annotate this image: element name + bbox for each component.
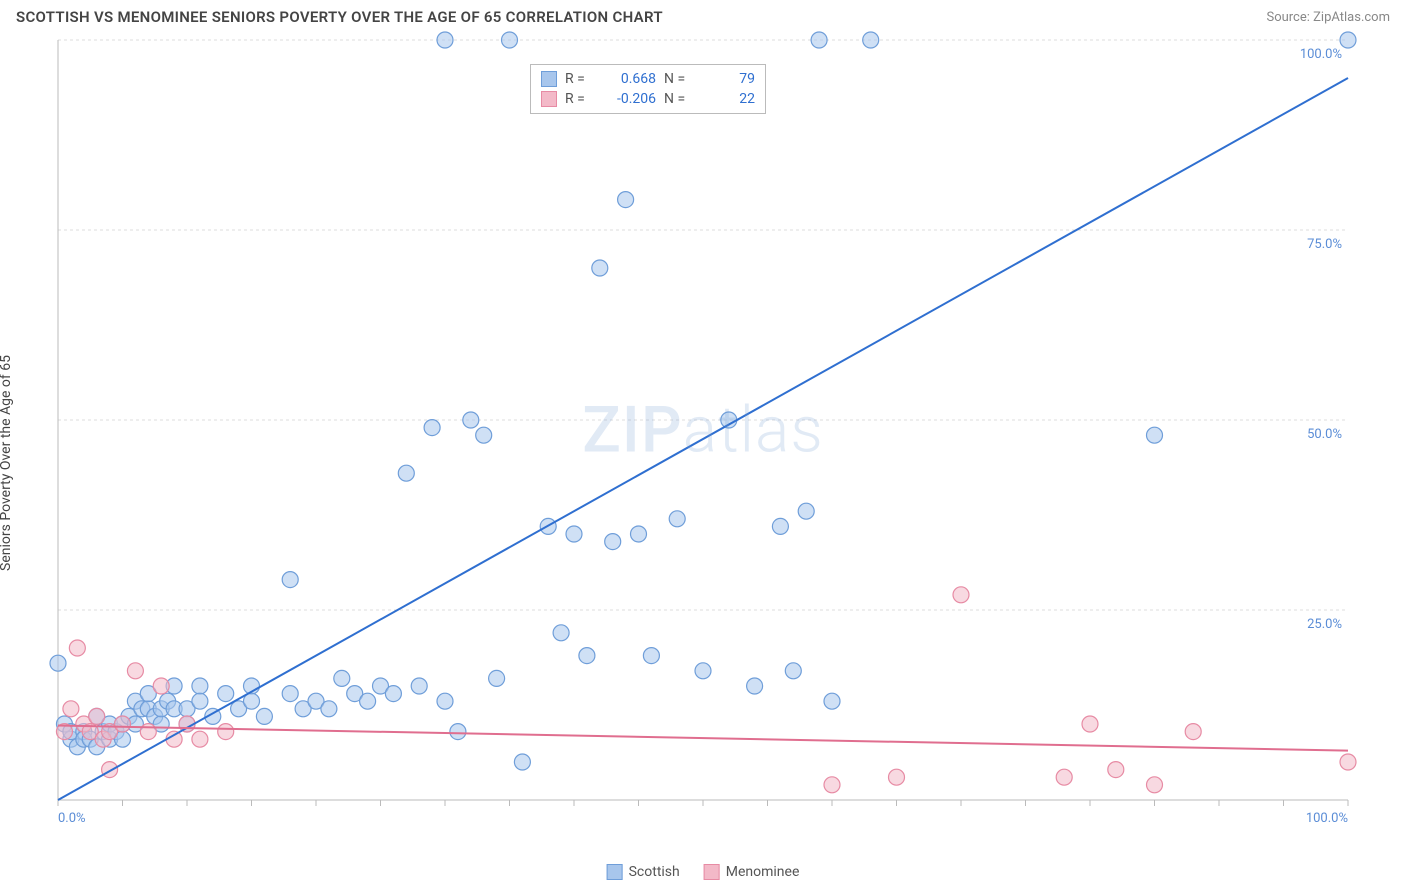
n-label: N = — [664, 71, 692, 87]
scatter-point — [140, 724, 156, 740]
scatter-point — [502, 32, 518, 48]
bottom-legend: Scottish Menominee — [607, 864, 800, 880]
scatter-point — [631, 526, 647, 542]
legend-swatch — [541, 71, 557, 87]
chart-title: SCOTTISH VS MENOMINEE SENIORS POVERTY OV… — [16, 8, 663, 26]
scatter-point — [1147, 427, 1163, 443]
n-value: 22 — [700, 91, 755, 107]
legend-swatch — [541, 91, 557, 107]
r-label: R = — [565, 71, 593, 87]
stats-row: R = 0.668 N = 79 — [541, 69, 755, 89]
scatter-point — [153, 678, 169, 694]
r-value: -0.206 — [601, 91, 656, 107]
scatter-point — [643, 648, 659, 664]
scatter-point — [69, 640, 85, 656]
chart-header: SCOTTISH VS MENOMINEE SENIORS POVERTY OV… — [0, 0, 1406, 30]
scatter-point — [811, 32, 827, 48]
svg-text:100.0%: 100.0% — [1300, 47, 1342, 62]
scatter-point — [1340, 32, 1356, 48]
scatter-point — [256, 708, 272, 724]
stats-row: R = -0.206 N = 22 — [541, 89, 755, 109]
scatter-point — [1340, 754, 1356, 770]
scatter-point — [592, 260, 608, 276]
legend-item: Menominee — [704, 864, 800, 880]
svg-text:75.0%: 75.0% — [1307, 237, 1342, 252]
n-value: 79 — [700, 71, 755, 87]
scatter-point — [1082, 716, 1098, 732]
scatter-point — [824, 693, 840, 709]
svg-text:25.0%: 25.0% — [1307, 617, 1342, 632]
chart-area: Seniors Poverty Over the Age of 65 25.0%… — [0, 30, 1406, 880]
scatter-point — [437, 693, 453, 709]
n-label: N = — [664, 91, 692, 107]
scatter-point — [411, 678, 427, 694]
scatter-point — [824, 777, 840, 793]
source-attribution: Source: ZipAtlas.com — [1266, 10, 1390, 25]
scatter-point — [424, 420, 440, 436]
scatter-point — [450, 724, 466, 740]
scatter-point — [282, 686, 298, 702]
scatter-point — [127, 663, 143, 679]
scatter-point — [192, 693, 208, 709]
legend-swatch — [607, 864, 623, 880]
svg-text:50.0%: 50.0% — [1307, 427, 1342, 442]
svg-text:100.0%: 100.0% — [1306, 811, 1348, 826]
scatter-point — [89, 708, 105, 724]
scatter-plot: 25.0% 50.0% 75.0% 100.0% 0.0% 100.0% — [48, 30, 1398, 850]
scatter-point — [489, 670, 505, 686]
legend-item: Scottish — [607, 864, 680, 880]
scatter-point — [785, 663, 801, 679]
scatter-point — [798, 503, 814, 519]
scatter-point — [192, 678, 208, 694]
scatter-point — [360, 693, 376, 709]
scatter-point — [398, 465, 414, 481]
scatter-point — [437, 32, 453, 48]
scatter-point — [1147, 777, 1163, 793]
scatter-point — [579, 648, 595, 664]
scatter-point — [863, 32, 879, 48]
scatter-point — [192, 731, 208, 747]
svg-text:0.0%: 0.0% — [58, 811, 86, 826]
scatter-point — [605, 534, 621, 550]
legend-swatch — [704, 864, 720, 880]
scatter-point — [566, 526, 582, 542]
stats-legend: R = 0.668 N = 79 R = -0.206 N = 22 — [530, 64, 766, 114]
scatter-point — [385, 686, 401, 702]
r-value: 0.668 — [601, 71, 656, 87]
scatter-point — [282, 572, 298, 588]
scatter-point — [695, 663, 711, 679]
r-label: R = — [565, 91, 593, 107]
scatter-point — [514, 754, 530, 770]
source-link[interactable]: ZipAtlas.com — [1313, 10, 1390, 25]
scatter-point — [334, 670, 350, 686]
scatter-point — [747, 678, 763, 694]
scatter-point — [115, 716, 131, 732]
scatter-point — [953, 587, 969, 603]
trend-line — [58, 726, 1348, 751]
scatter-point — [889, 769, 905, 785]
scatter-point — [63, 701, 79, 717]
scatter-point — [1056, 769, 1072, 785]
scatter-point — [772, 518, 788, 534]
scatter-point — [669, 511, 685, 527]
scatter-point — [476, 427, 492, 443]
scatter-point — [1185, 724, 1201, 740]
legend-label: Scottish — [629, 864, 680, 880]
legend-label: Menominee — [726, 864, 800, 880]
scatter-point — [218, 686, 234, 702]
scatter-point — [553, 625, 569, 641]
scatter-point — [1108, 762, 1124, 778]
scatter-point — [463, 412, 479, 428]
scatter-point — [618, 192, 634, 208]
y-axis-label: Seniors Poverty Over the Age of 65 — [0, 355, 14, 571]
scatter-point — [50, 655, 66, 671]
scatter-point — [218, 724, 234, 740]
scatter-point — [321, 701, 337, 717]
source-prefix: Source: — [1266, 10, 1313, 25]
